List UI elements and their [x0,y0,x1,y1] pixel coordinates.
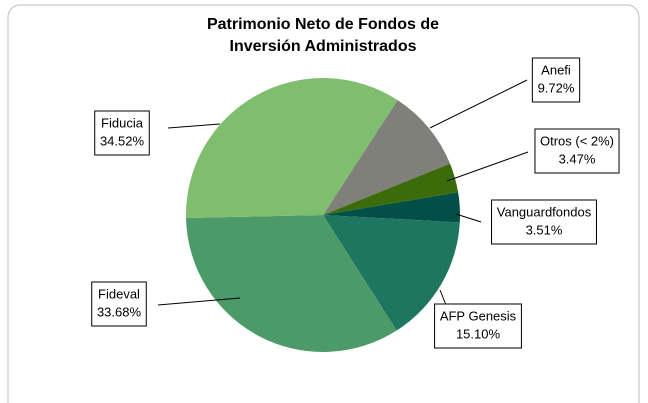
data-label-name: Vanguardfondos [497,204,592,219]
label-box [434,303,522,349]
leader-line [157,297,241,306]
label-box [491,199,597,245]
data-label-name: Anefi [541,62,571,77]
pie-slice [323,163,459,215]
chart-title: Patrimonio Neto de Fondos de Inversión A… [206,16,439,55]
pie-slice [323,100,451,215]
leader-line [455,213,482,223]
data-label-name: AFP Genesis [440,308,517,323]
data-label-name: Fideval [98,286,140,301]
pie-slice [185,78,398,219]
leader-line [167,123,221,129]
label-box [531,57,581,103]
pie-slice [186,215,397,352]
data-label-value: 15.10% [456,326,501,341]
leader-line [429,79,528,129]
leader-line [446,151,529,182]
data-label-name: Fiducia [101,115,144,130]
data-label-value: 3.51% [526,222,563,237]
pie-slice [323,215,460,331]
data-label-value: 34.52% [100,133,145,148]
label-box [94,110,150,156]
leader-line [439,289,447,306]
label-box [534,128,620,174]
data-label-name: Otros (< 2%) [540,133,614,148]
data-label-value: 3.47% [559,151,596,166]
pie-slice [323,192,460,223]
data-label-value: 9.72% [538,80,575,95]
label-box [91,281,147,327]
data-label-value: 33.68% [97,304,142,319]
